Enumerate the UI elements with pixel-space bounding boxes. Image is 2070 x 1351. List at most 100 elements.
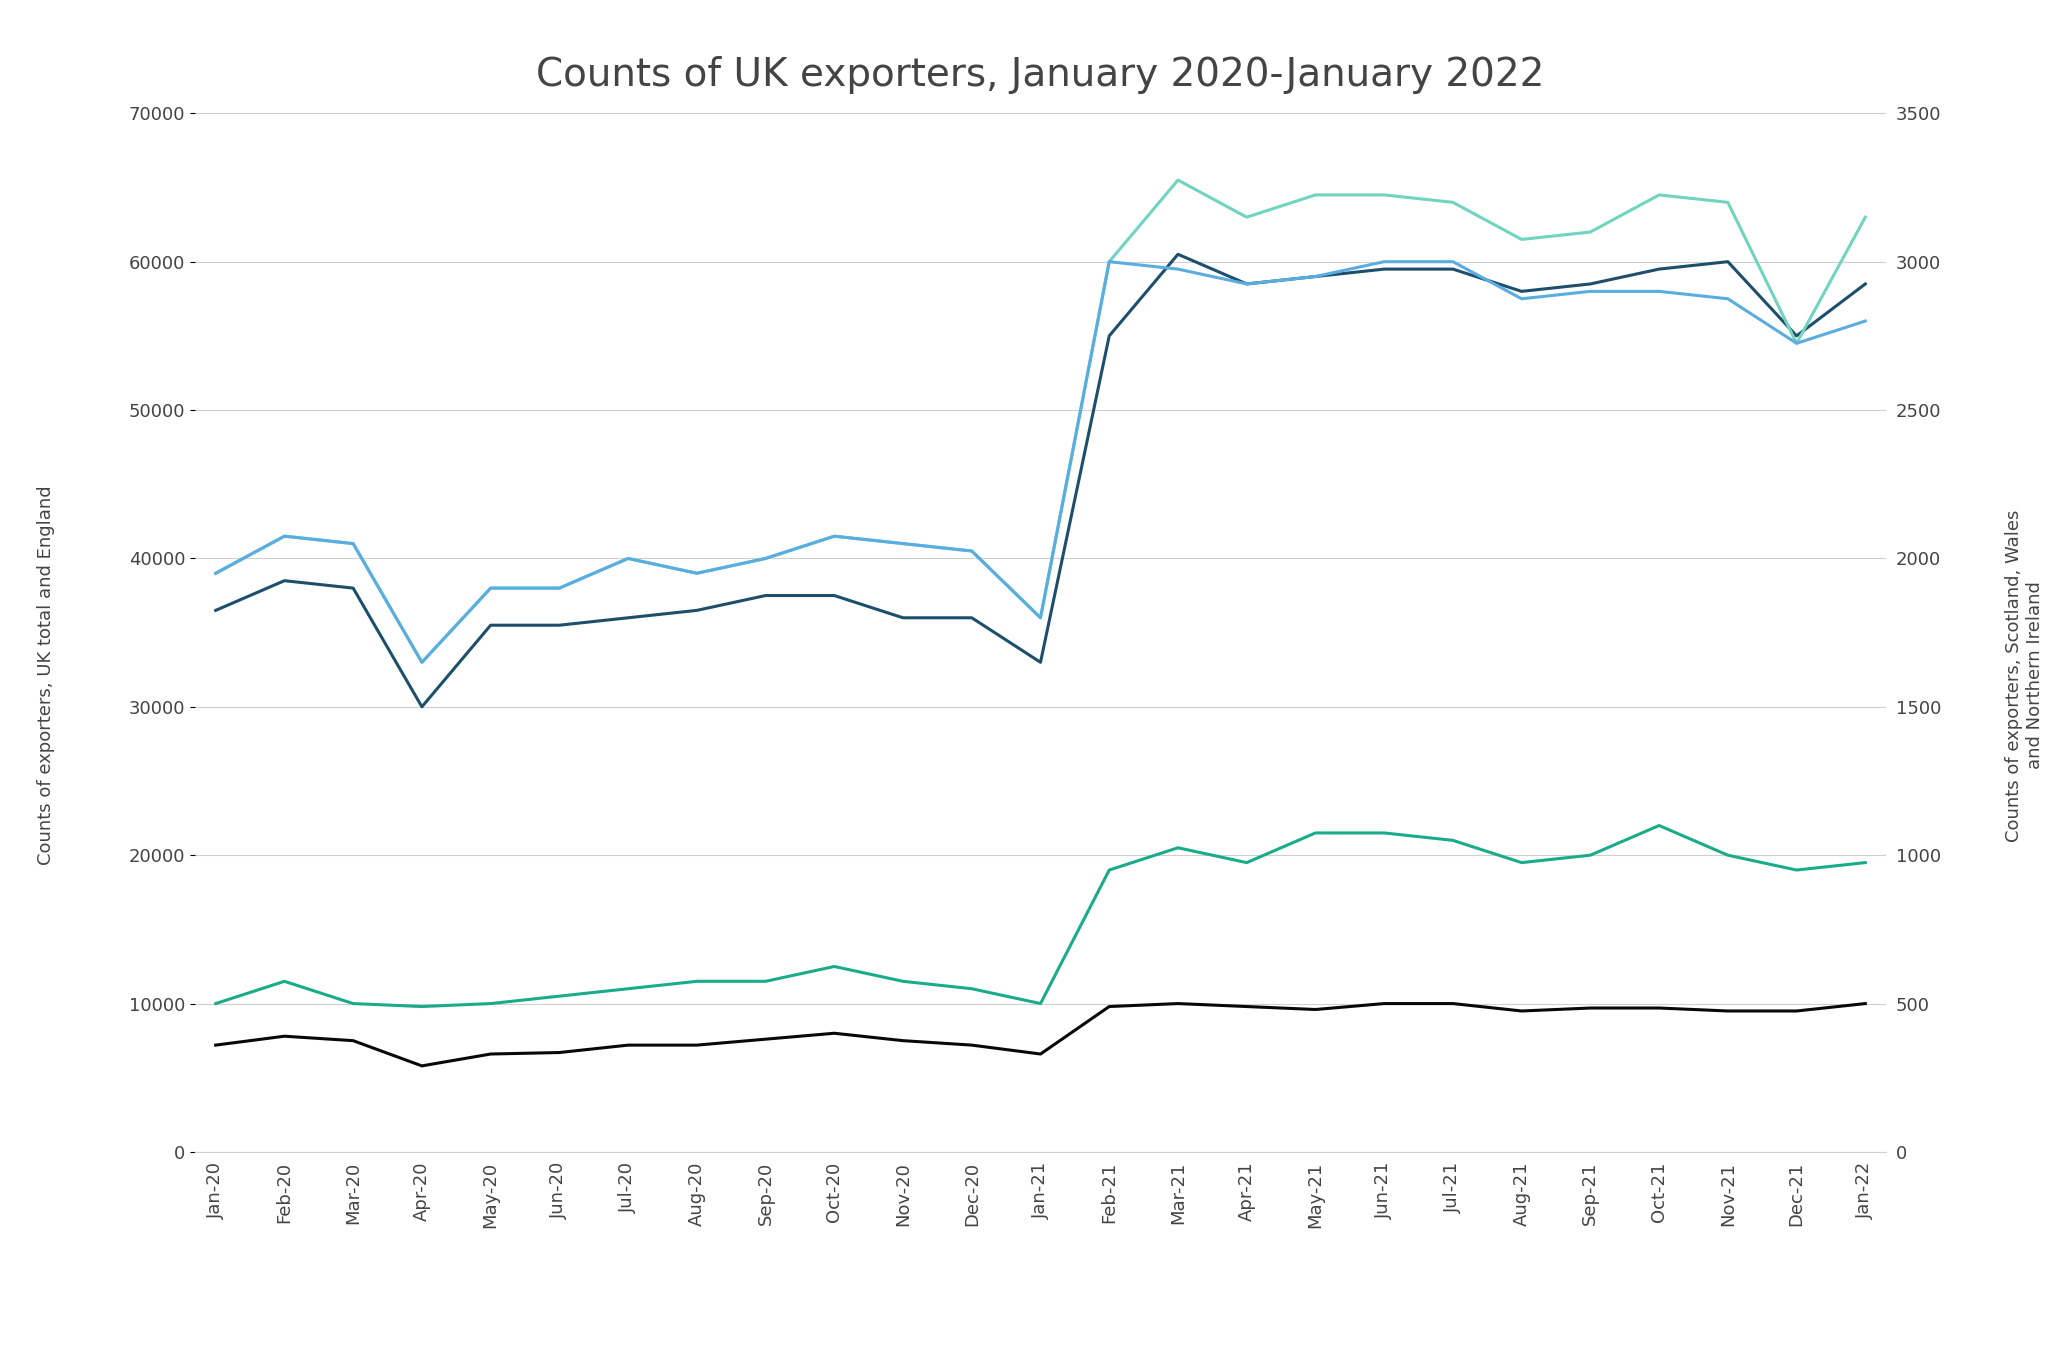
Scotland: [478, 580, 503, 596]
Wales: [1784, 862, 1809, 878]
Wales: [685, 973, 710, 989]
Scotland: [1165, 261, 1190, 277]
Title: Counts of UK exporters, January 2020-January 2022: Counts of UK exporters, January 2020-Jan…: [536, 55, 1544, 93]
Wales: [203, 996, 228, 1012]
Wales: [822, 958, 847, 974]
Total: [1716, 195, 1741, 211]
Total: [1097, 254, 1122, 270]
Wales: [342, 996, 366, 1012]
Northern Ireland: [342, 1032, 366, 1048]
England: [478, 617, 503, 634]
Northern Ireland: [1029, 1046, 1054, 1062]
Total: [478, 580, 503, 596]
Legend: England, Total, Northern Ireland, Scotland, Wales: England, Total, Northern Ireland, Scotla…: [600, 1348, 1480, 1351]
Total: [1853, 209, 1877, 226]
Line: Wales: Wales: [215, 825, 1865, 1006]
Northern Ireland: [1784, 1002, 1809, 1019]
Total: [271, 528, 296, 544]
Total: [1029, 609, 1054, 626]
Scotland: [1853, 313, 1877, 330]
Northern Ireland: [478, 1046, 503, 1062]
Scotland: [958, 543, 983, 559]
Total: [1441, 195, 1466, 211]
Total: [203, 565, 228, 581]
England: [753, 588, 778, 604]
Wales: [890, 973, 915, 989]
Line: England: England: [215, 254, 1865, 707]
Total: [1577, 224, 1602, 240]
Wales: [478, 996, 503, 1012]
England: [342, 580, 366, 596]
Northern Ireland: [1165, 996, 1190, 1012]
Wales: [958, 981, 983, 997]
Wales: [615, 981, 640, 997]
Wales: [753, 973, 778, 989]
England: [890, 609, 915, 626]
England: [1716, 254, 1741, 270]
England: [1372, 261, 1397, 277]
Northern Ireland: [1234, 998, 1259, 1015]
Northern Ireland: [1716, 1002, 1741, 1019]
England: [1097, 328, 1122, 345]
Text: Counts of exporters, Scotland, Wales
and Northern Ireland: Counts of exporters, Scotland, Wales and…: [2006, 509, 2043, 842]
Scotland: [685, 565, 710, 581]
Total: [1784, 335, 1809, 351]
Scotland: [1716, 290, 1741, 307]
Line: Northern Ireland: Northern Ireland: [215, 1004, 1865, 1066]
England: [958, 609, 983, 626]
Wales: [1441, 832, 1466, 848]
Northern Ireland: [271, 1028, 296, 1044]
Wales: [271, 973, 296, 989]
Northern Ireland: [1302, 1001, 1327, 1017]
England: [615, 609, 640, 626]
Scotland: [1441, 254, 1466, 270]
England: [1509, 284, 1534, 300]
Scotland: [342, 535, 366, 551]
Total: [1302, 186, 1327, 203]
Total: [342, 535, 366, 551]
England: [546, 617, 571, 634]
Wales: [1165, 840, 1190, 857]
Line: Scotland: Scotland: [215, 262, 1865, 662]
Total: [1372, 186, 1397, 203]
Scotland: [203, 565, 228, 581]
Scotland: [410, 654, 435, 670]
Wales: [410, 998, 435, 1015]
Scotland: [1577, 284, 1602, 300]
Scotland: [753, 550, 778, 566]
Scotland: [1029, 609, 1054, 626]
Wales: [1853, 854, 1877, 870]
Scotland: [1784, 335, 1809, 351]
Northern Ireland: [1853, 996, 1877, 1012]
Northern Ireland: [958, 1038, 983, 1054]
Northern Ireland: [1441, 996, 1466, 1012]
Scotland: [615, 550, 640, 566]
Northern Ireland: [1577, 1000, 1602, 1016]
Wales: [1234, 854, 1259, 870]
Northern Ireland: [890, 1032, 915, 1048]
Northern Ireland: [1509, 1002, 1534, 1019]
Northern Ireland: [822, 1025, 847, 1042]
England: [1784, 328, 1809, 345]
Scotland: [822, 528, 847, 544]
Scotland: [1234, 276, 1259, 292]
England: [1648, 261, 1673, 277]
Total: [685, 565, 710, 581]
Total: [546, 580, 571, 596]
Wales: [1648, 817, 1673, 834]
Total: [822, 528, 847, 544]
England: [410, 698, 435, 715]
England: [685, 603, 710, 619]
Wales: [1716, 847, 1741, 863]
Scotland: [546, 580, 571, 596]
Total: [1234, 209, 1259, 226]
Wales: [1577, 847, 1602, 863]
Total: [890, 535, 915, 551]
Scotland: [1302, 269, 1327, 285]
Scotland: [271, 528, 296, 544]
Northern Ireland: [615, 1038, 640, 1054]
England: [1302, 269, 1327, 285]
Scotland: [1509, 290, 1534, 307]
Total: [615, 550, 640, 566]
Text: Counts of exporters, UK total and England: Counts of exporters, UK total and Englan…: [37, 486, 54, 865]
